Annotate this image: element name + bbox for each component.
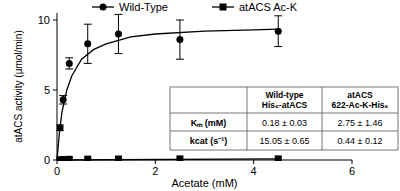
x-tick bbox=[155, 160, 156, 164]
error-cap bbox=[84, 24, 92, 25]
table-cell: 2.75 ± 1.46 bbox=[338, 118, 383, 128]
table-header-line: Wild-type bbox=[265, 90, 303, 100]
point bbox=[60, 156, 67, 161]
error-cap bbox=[176, 20, 184, 21]
x-axis bbox=[57, 160, 352, 161]
x-axis-label: Acetate (mM) bbox=[171, 177, 237, 189]
table-cell: 15.05 ± 0.65 bbox=[260, 136, 310, 146]
y-axis-label: atACS activity (µmol/min) bbox=[13, 30, 24, 142]
y-tick-label: 0 bbox=[44, 154, 50, 166]
error-cap bbox=[176, 59, 184, 60]
table: Wild-typeHis₆-atACS atACS622-Ac-K-His₆ Kₘ … bbox=[170, 87, 398, 150]
point bbox=[115, 156, 122, 161]
table-header: atACS622-Ac-K-His₆ bbox=[332, 90, 389, 110]
y-tick-label: 5 bbox=[44, 84, 50, 96]
legend-label: atACS Ac-K bbox=[239, 1, 298, 13]
table-line bbox=[322, 87, 323, 150]
x-tick bbox=[253, 160, 254, 164]
error-cap bbox=[65, 69, 73, 70]
point bbox=[57, 124, 64, 131]
error-cap bbox=[84, 63, 92, 64]
point bbox=[115, 31, 122, 38]
table-header-line: atACS bbox=[347, 90, 373, 100]
point bbox=[84, 156, 91, 161]
legend-item: atACS Ac-K bbox=[212, 1, 298, 13]
table-line bbox=[170, 113, 398, 114]
x-tick-label: 2 bbox=[152, 165, 158, 177]
table-cell: 0.18 ± 0.03 bbox=[262, 118, 307, 128]
table-cell: Kₘ (mM) bbox=[191, 118, 227, 128]
table-cell: kcat (s⁻¹) bbox=[190, 136, 228, 146]
x-tick-label: 4 bbox=[251, 165, 257, 177]
point bbox=[275, 28, 282, 35]
error-cap bbox=[59, 95, 67, 96]
table-header-line: 622-Ac-K-His₆ bbox=[332, 100, 389, 110]
error-bar bbox=[56, 125, 64, 131]
error-bar bbox=[84, 24, 92, 63]
point bbox=[275, 155, 282, 161]
point bbox=[66, 60, 73, 67]
table-header-line: His₆-atACS bbox=[262, 100, 308, 110]
error-cap bbox=[65, 57, 73, 58]
point bbox=[84, 40, 91, 47]
chart: 0 5 10 0 2 4 6 Acetate (mM) atACS activity (µmol… bbox=[0, 0, 400, 191]
error-bar bbox=[176, 20, 184, 59]
error-cap bbox=[114, 53, 122, 54]
error-cap bbox=[59, 104, 67, 105]
error-bar bbox=[274, 16, 282, 47]
error-bar bbox=[59, 96, 67, 104]
point bbox=[176, 36, 183, 43]
table-cell: 0.44 ± 0.12 bbox=[338, 136, 383, 146]
table-line bbox=[247, 87, 248, 150]
error-bar bbox=[65, 58, 73, 69]
y-tick bbox=[53, 90, 57, 91]
point bbox=[176, 155, 183, 161]
error-cap bbox=[274, 15, 282, 16]
error-cap bbox=[274, 46, 282, 47]
table-frame bbox=[170, 87, 398, 150]
legend-item: Wild-Type bbox=[92, 1, 168, 13]
legend-marker bbox=[220, 4, 227, 11]
y-tick-label: 10 bbox=[38, 14, 50, 26]
error-cap bbox=[114, 14, 122, 15]
point bbox=[66, 156, 73, 161]
legend-marker bbox=[100, 4, 107, 11]
point bbox=[60, 96, 67, 103]
x-tick bbox=[352, 160, 353, 164]
y-axis bbox=[57, 13, 58, 160]
error-bar bbox=[114, 14, 122, 53]
legend-label: Wild-Type bbox=[119, 1, 168, 13]
x-tick-label: 6 bbox=[349, 165, 355, 177]
table-line bbox=[170, 131, 398, 132]
table-header: Wild-typeHis₆-atACS bbox=[262, 90, 308, 110]
y-tick bbox=[53, 20, 57, 21]
x-tick-label: 0 bbox=[54, 165, 60, 177]
